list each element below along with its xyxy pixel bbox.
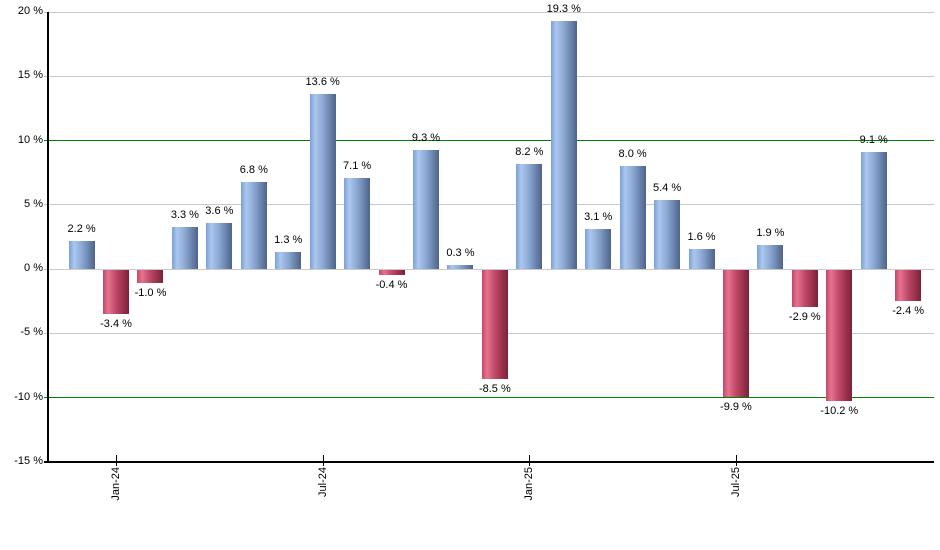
bar-value-label: 0.3 % xyxy=(446,247,475,260)
positive-bar xyxy=(206,222,233,270)
bar-value-label: -9.9 % xyxy=(720,401,752,414)
bar-value-label: 7.1 % xyxy=(343,159,372,172)
bar-value-label: 5.4 % xyxy=(653,181,682,194)
bar-value-label: -3.4 % xyxy=(100,317,132,330)
bar-value-label: 6.8 % xyxy=(239,163,268,176)
y-axis-tick-label: 20 % xyxy=(17,5,43,17)
x-axis-tick xyxy=(529,455,531,466)
bar-value-label: 3.3 % xyxy=(170,208,199,221)
y-axis-tick-label: -5 % xyxy=(20,326,43,339)
negative-bar xyxy=(481,270,508,380)
y-axis-tick-label: -15 % xyxy=(14,455,43,467)
bar-value-label: -1.0 % xyxy=(134,287,167,299)
bar-value-label: -10.2 % xyxy=(820,405,859,418)
y-axis-tick-label: 0 % xyxy=(24,262,43,275)
y-axis-line xyxy=(47,12,49,463)
negative-bar xyxy=(826,270,853,402)
positive-bar xyxy=(688,248,715,270)
y-axis-tick-label: 5 % xyxy=(24,197,43,210)
x-axis-tick xyxy=(735,455,737,466)
negative-bar xyxy=(722,270,749,398)
positive-bar xyxy=(550,21,577,270)
positive-bar xyxy=(413,149,439,270)
y-axis-tick-label: 15 % xyxy=(17,69,43,82)
positive-bar xyxy=(344,177,371,270)
positive-bar xyxy=(240,181,267,270)
y-axis-tick-label: 10 % xyxy=(17,133,43,146)
reference-line xyxy=(44,397,934,399)
positive-bar xyxy=(447,265,474,270)
x-axis-tick-label: Jan-24 xyxy=(110,467,123,501)
bar-value-label: 2.2 % xyxy=(67,222,96,235)
bar-value-label: 3.6 % xyxy=(205,204,234,217)
negative-bar xyxy=(895,270,922,301)
bar-value-label: 19.3 % xyxy=(546,3,581,15)
negative-bar xyxy=(791,270,818,308)
bar-value-label: 1.3 % xyxy=(274,234,303,247)
negative-bar xyxy=(103,270,130,314)
positive-bar xyxy=(619,166,646,270)
positive-bar xyxy=(309,94,336,270)
bar-value-label: 3.1 % xyxy=(584,211,613,224)
x-axis-tick-label: Jul-25 xyxy=(729,467,742,497)
positive-bar xyxy=(68,240,95,270)
positive-bar xyxy=(275,252,302,270)
x-axis-tick xyxy=(322,455,324,466)
bar-value-label: -0.4 % xyxy=(375,279,408,292)
negative-bar xyxy=(378,270,405,276)
bar-value-label: 1.9 % xyxy=(756,226,785,239)
bar-value-label: -8.5 % xyxy=(478,383,511,396)
grid-line xyxy=(44,75,934,77)
x-axis-tick-label: Jul-24 xyxy=(316,467,329,497)
bar-value-label: -2.4 % xyxy=(892,305,925,317)
negative-bar xyxy=(137,270,164,283)
bar-value-label: 13.6 % xyxy=(305,76,340,89)
bar-value-label: -2.9 % xyxy=(788,311,821,324)
grid-line xyxy=(44,268,934,270)
grid-line xyxy=(44,204,934,206)
bar-value-label: 1.6 % xyxy=(687,230,716,243)
positive-bar xyxy=(585,229,612,270)
positive-bar xyxy=(757,244,784,270)
positive-bar xyxy=(654,199,681,270)
y-axis-tick-label: -10 % xyxy=(14,390,43,403)
bar-value-label: 9.1 % xyxy=(859,134,888,147)
positive-bar xyxy=(171,226,198,270)
positive-bar xyxy=(860,152,887,270)
reference-line xyxy=(44,140,934,142)
x-axis-line xyxy=(44,461,934,463)
bar-value-label: 9.3 % xyxy=(411,131,441,144)
bar-value-label: 8.2 % xyxy=(515,145,544,158)
bar-value-label: 8.0 % xyxy=(618,148,647,161)
x-axis-tick-label: Jan-25 xyxy=(523,467,536,501)
positive-bar xyxy=(516,163,543,270)
grid-line xyxy=(44,11,934,13)
x-axis-tick xyxy=(116,455,118,466)
